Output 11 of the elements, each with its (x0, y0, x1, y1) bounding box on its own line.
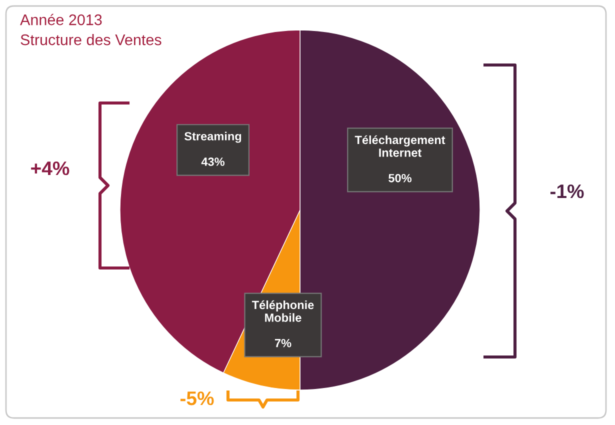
chart-title: Année 2013 (20, 14, 102, 26)
chart-subtitle: Structure des Ventes (20, 34, 162, 46)
text: -1% (550, 184, 584, 198)
data-label: 50% (388, 174, 412, 182)
text: -5% (180, 392, 214, 406)
slice-label: Téléchargement Internet (354, 135, 446, 157)
text: +4% (31, 162, 70, 176)
slice-label: Streaming (184, 132, 242, 143)
slice-label: Téléphonie Mobile (252, 300, 314, 322)
data-label: 7% (274, 338, 292, 348)
data-label: 43% (201, 158, 225, 166)
